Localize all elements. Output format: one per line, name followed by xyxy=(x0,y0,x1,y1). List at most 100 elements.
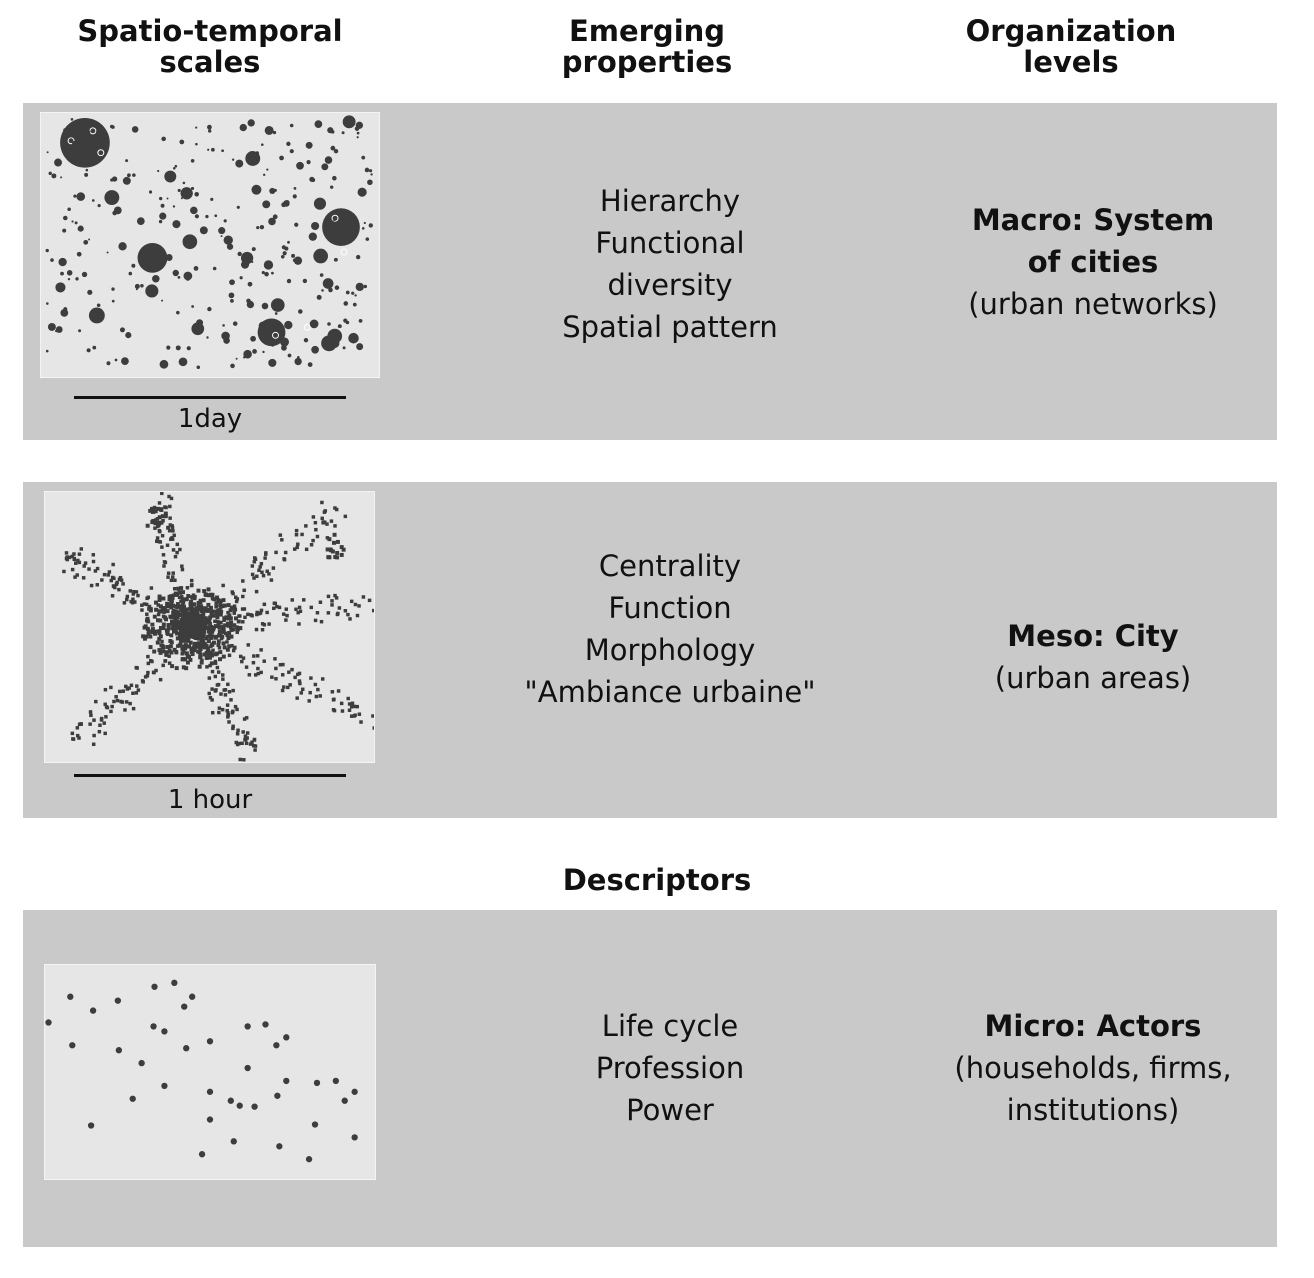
urban-cell xyxy=(83,561,88,565)
city-circle xyxy=(205,214,209,219)
city-circle xyxy=(268,358,277,367)
city-circle xyxy=(251,184,262,195)
urban-cell xyxy=(209,635,214,640)
urban-cell xyxy=(208,695,213,700)
urban-cell xyxy=(146,670,150,675)
urban-cell xyxy=(171,548,176,552)
city-circle xyxy=(88,307,105,324)
actor-dot xyxy=(206,1088,214,1095)
property-item: Centrality xyxy=(598,549,742,583)
urban-cell xyxy=(181,590,185,595)
actor-dot xyxy=(114,997,122,1004)
urban-cell xyxy=(216,622,221,627)
city-circle xyxy=(207,306,212,312)
city-circle xyxy=(67,277,71,281)
city-circle xyxy=(322,278,334,289)
urban-cell xyxy=(196,611,200,615)
urban-cell xyxy=(230,590,235,594)
urban-cell xyxy=(220,707,225,712)
urban-cell xyxy=(192,648,197,653)
urban-cell xyxy=(184,629,188,633)
property-item: diversity xyxy=(607,268,733,302)
city-circle xyxy=(245,151,261,166)
urban-cell xyxy=(175,614,180,619)
urban-cell xyxy=(204,643,209,648)
urban-cell xyxy=(109,685,113,690)
urban-cell xyxy=(172,586,177,591)
city-circle xyxy=(235,357,238,360)
urban-cell xyxy=(307,699,311,703)
urban-cell xyxy=(333,524,337,528)
city-circle xyxy=(289,123,294,128)
urban-cell xyxy=(226,713,231,717)
urban-cell xyxy=(218,602,223,607)
city-circle xyxy=(54,158,63,167)
urban-cell xyxy=(165,609,170,614)
city-circle xyxy=(131,126,139,133)
urban-cell xyxy=(165,604,170,609)
urban-cell xyxy=(201,598,206,603)
urban-cell xyxy=(156,523,161,528)
urban-cell xyxy=(140,603,144,607)
urban-cell xyxy=(314,527,318,532)
urban-cell xyxy=(212,609,216,614)
urban-cell xyxy=(234,599,239,604)
urban-cell xyxy=(193,594,197,599)
urban-cell xyxy=(163,659,168,663)
urban-cell xyxy=(346,612,350,617)
urban-cell xyxy=(155,640,160,645)
urban-cell xyxy=(88,710,93,714)
urban-cell xyxy=(339,701,344,706)
urban-cell xyxy=(182,616,186,621)
urban-cell xyxy=(205,620,210,625)
urban-cell xyxy=(192,642,197,647)
urban-cell xyxy=(123,708,127,712)
urban-cell xyxy=(216,670,221,674)
city-circle xyxy=(127,173,131,178)
urban-cell xyxy=(145,596,149,601)
city-circle xyxy=(364,167,370,173)
urban-cell xyxy=(297,605,302,610)
city-circle xyxy=(55,326,63,333)
urban-cell xyxy=(203,592,208,597)
urban-cell xyxy=(238,757,242,762)
city-circle xyxy=(269,187,276,194)
level-title: Micro: Actors xyxy=(984,1009,1202,1043)
urban-cell xyxy=(320,677,325,681)
urban-cell xyxy=(226,603,231,608)
urban-cell xyxy=(143,624,148,629)
urban-cell xyxy=(336,611,340,616)
urban-cell xyxy=(164,628,169,633)
urban-cell xyxy=(221,673,225,677)
city-circle xyxy=(191,305,195,308)
city-circle xyxy=(70,118,74,121)
urban-cell xyxy=(89,583,94,588)
urban-cell xyxy=(91,553,96,557)
urban-cell xyxy=(206,602,211,607)
urban-cell xyxy=(216,608,220,613)
urban-cell xyxy=(223,693,228,697)
actor-dot xyxy=(244,1023,251,1030)
city-circle xyxy=(75,277,79,281)
city-circle xyxy=(298,309,303,314)
urban-cell xyxy=(225,647,230,652)
urban-cell xyxy=(325,536,330,540)
urban-cell xyxy=(196,618,200,622)
city-ring xyxy=(67,137,75,145)
city-circle xyxy=(286,141,291,147)
actor-dot xyxy=(332,1077,339,1085)
city-circle xyxy=(264,126,274,135)
urban-cell xyxy=(236,728,240,733)
urban-cell xyxy=(211,648,215,653)
urban-cell xyxy=(142,636,147,641)
urban-cell xyxy=(313,520,318,525)
actor-dot xyxy=(161,1082,168,1090)
actor-dot xyxy=(283,1034,290,1041)
urban-cell xyxy=(245,736,249,740)
city-circle xyxy=(367,179,373,186)
urban-cell xyxy=(322,510,327,514)
city-circle xyxy=(342,346,346,350)
urban-cell xyxy=(253,748,257,752)
urban-cell xyxy=(232,611,237,615)
actor-dot xyxy=(351,1088,358,1095)
